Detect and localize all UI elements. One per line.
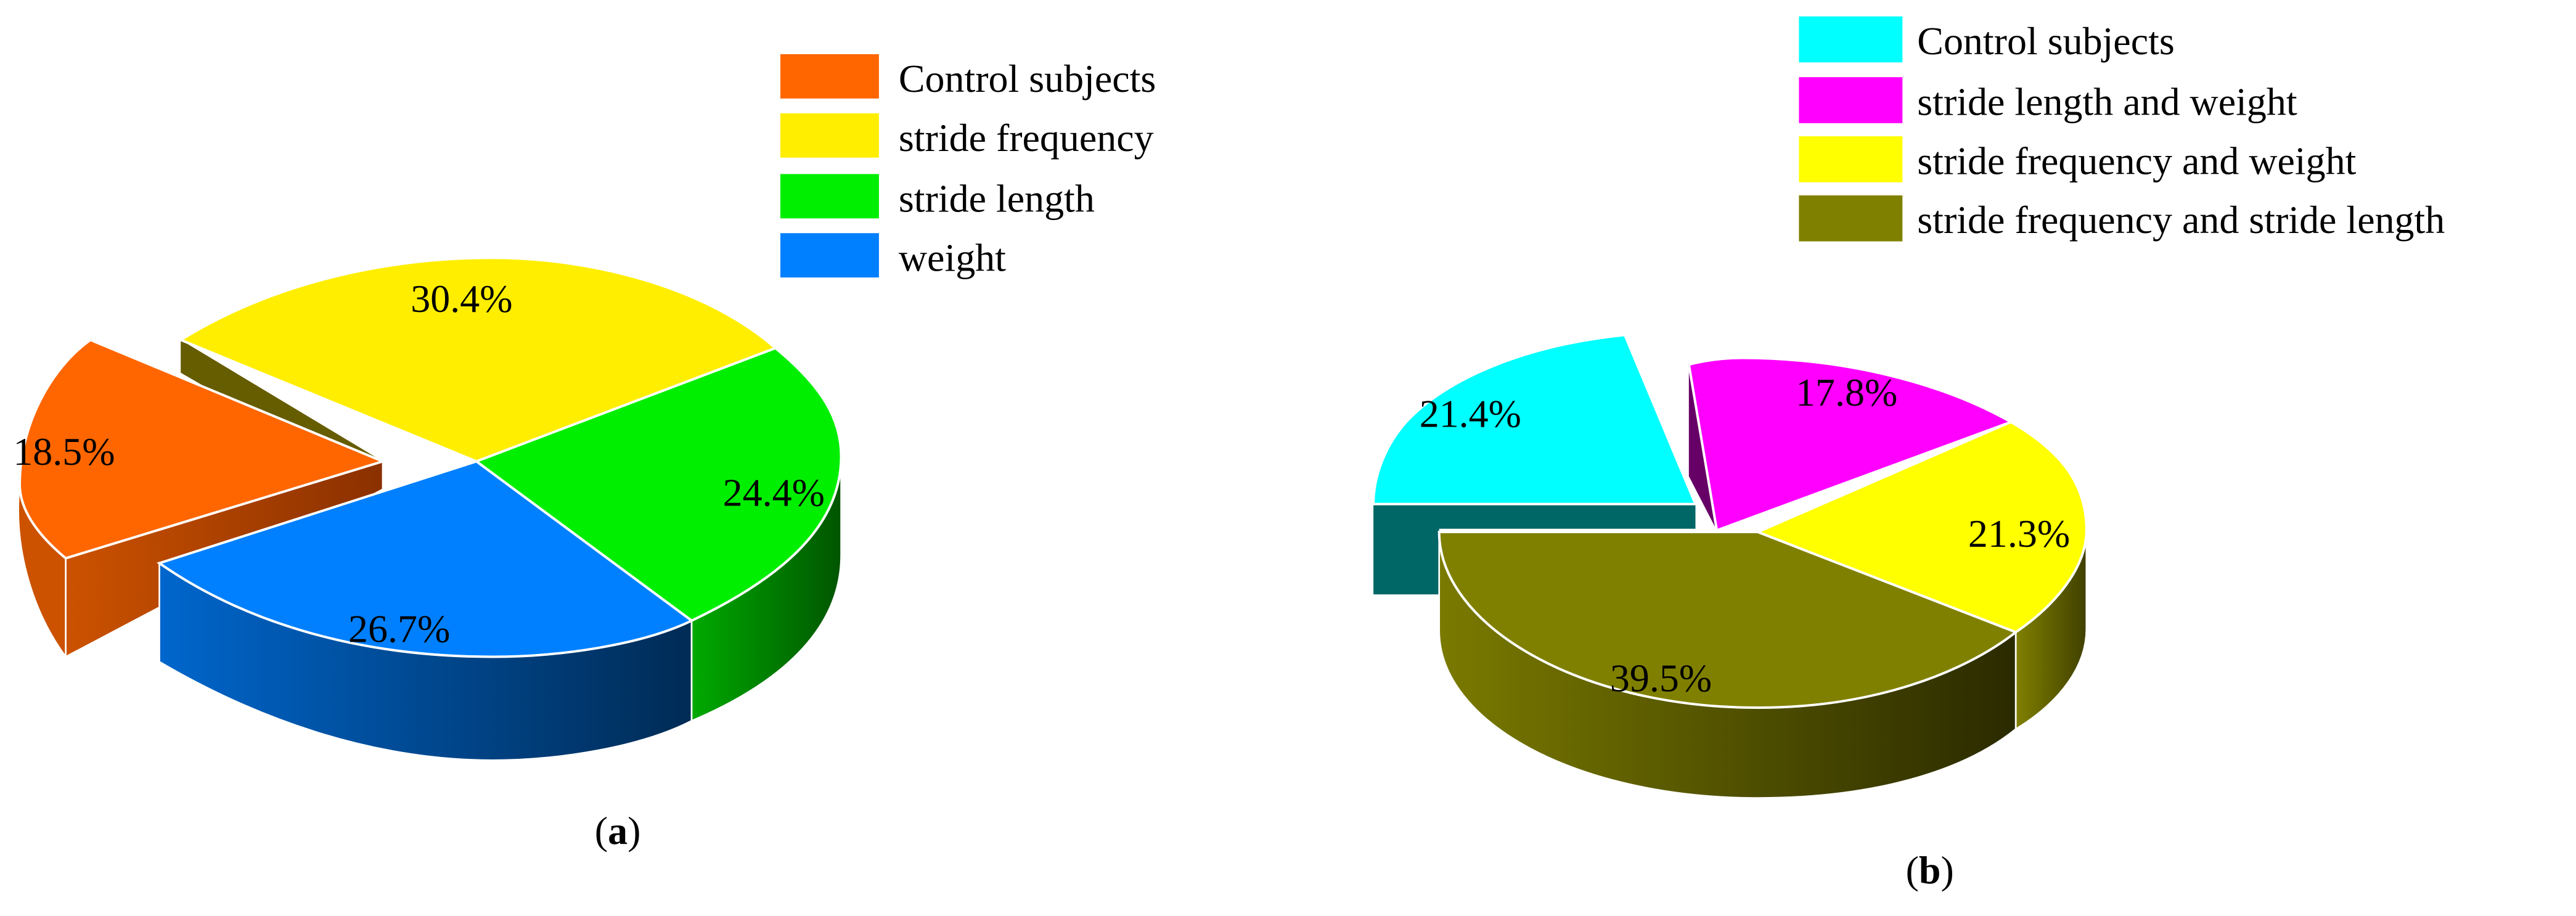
pie-b-label-control-subjects: 21.4% — [1420, 392, 1521, 436]
legend-b-swatch-length-weight — [1799, 77, 1903, 123]
legend-a-swatch-stride-frequency — [780, 113, 879, 158]
legend-a-label-stride-frequency: stride frequency — [899, 116, 1154, 160]
legend-a-label-stride-length: stride length — [899, 177, 1095, 221]
panel-label-b: (b) — [1906, 848, 1954, 892]
panel-label-b-letter: b — [1919, 848, 1941, 892]
pie-b-slice-frequency-length — [1437, 531, 2019, 709]
pie-a-label-weight: 26.7% — [348, 607, 450, 651]
pie-b-side-control-subjects — [1373, 504, 1696, 595]
pie-a-label-control-subjects: 18.5% — [13, 430, 115, 473]
legend-b-label-frequency-length: stride frequency and stride length — [1917, 198, 2445, 242]
legend-b-swatch-frequency-length — [1799, 195, 1903, 242]
legend-a-swatch-weight — [780, 233, 879, 278]
panel-label-a: (a) — [595, 809, 641, 853]
pie-a-slice-control-subjects — [18, 338, 386, 560]
legend-b-label-length-weight: stride length and weight — [1917, 80, 2297, 123]
pie-a-label-stride-length: 24.4% — [723, 470, 825, 514]
pie-chart-b: 21.4% 17.8% 21.3% 39.5% Control subjects… — [1372, 16, 2445, 892]
pie-b-slice-control-subjects — [1372, 333, 1698, 505]
pie-b-label-frequency-length: 39.5% — [1610, 656, 1712, 700]
legend-b-swatch-control-subjects — [1799, 16, 1903, 63]
legend-a-label-weight: weight — [899, 236, 1006, 280]
pie-b-slice-length-weight — [1687, 356, 2014, 533]
pie-b-label-length-weight: 17.8% — [1796, 370, 1897, 414]
pie-a-label-stride-frequency: 30.4% — [411, 277, 512, 321]
pie-chart-a: 18.5% 30.4% 24.4% 26.7% Control subjects… — [13, 54, 1156, 853]
pie-b-label-frequency-weight: 21.3% — [1968, 512, 2070, 555]
legend-a-label-control-subjects: Control subjects — [899, 57, 1156, 100]
legend-b-swatch-frequency-weight — [1799, 136, 1903, 182]
pie-b-slice-frequency-weight — [1754, 420, 2088, 634]
legend-a-swatch-control-subjects — [780, 54, 879, 99]
legend-b-label-control-subjects: Control subjects — [1917, 19, 2174, 63]
pie-a-slice-stride-length — [473, 346, 843, 623]
legend-b-label-frequency-weight: stride frequency and weight — [1917, 139, 2356, 182]
pie-a-slice-weight — [157, 460, 694, 658]
legend-a-swatch-stride-length — [780, 174, 879, 219]
legend-a: Control subjects stride frequency stride… — [780, 54, 1156, 280]
panel-label-a-letter: a — [608, 809, 628, 853]
pie-a-slice-stride-frequency — [178, 256, 778, 463]
legend-b: Control subjects stride length and weigh… — [1799, 16, 2445, 242]
